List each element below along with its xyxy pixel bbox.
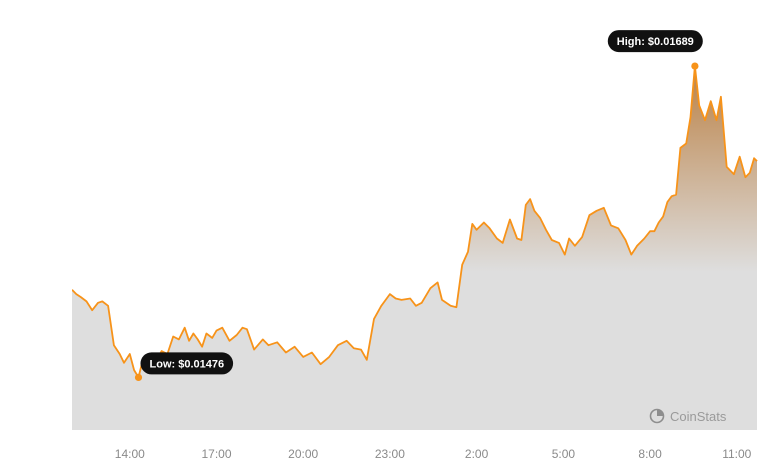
x-tick-label: 20:00 bbox=[288, 447, 318, 461]
price-line bbox=[72, 65, 758, 379]
plot-area bbox=[72, 65, 758, 430]
annotations: Low: $0.01476 High: $0.01689 bbox=[134, 30, 703, 381]
coinstats-watermark: CoinStats bbox=[649, 408, 727, 424]
coinstats-logo-icon bbox=[649, 408, 665, 424]
high-callout-label: High: $0.01689 bbox=[617, 36, 694, 48]
callout-bubble bbox=[140, 352, 234, 375]
high-callout: High: $0.01689 bbox=[607, 30, 703, 53]
x-tick-label: 2:00 bbox=[465, 447, 489, 461]
watermark-label: CoinStats bbox=[670, 409, 727, 424]
x-tick-label: 5:00 bbox=[552, 447, 576, 461]
price-area bbox=[72, 66, 757, 430]
x-tick-label: 8:00 bbox=[638, 447, 662, 461]
low-callout-label: Low: $0.01476 bbox=[150, 358, 225, 370]
callout-bubble bbox=[607, 30, 703, 53]
high-point-marker bbox=[691, 62, 699, 70]
low-callout: Low: $0.01476 bbox=[140, 352, 234, 375]
x-tick-label: 14:00 bbox=[115, 447, 145, 461]
x-tick-label: 17:00 bbox=[201, 447, 231, 461]
low-point-marker bbox=[134, 373, 143, 381]
x-tick-label: 11:00 bbox=[722, 447, 751, 461]
x-axis: 14:00 17:00 20:00 23:00 2:00 5:00 8:00 11:00 bbox=[115, 447, 752, 461]
x-tick-label: 23:00 bbox=[375, 447, 405, 461]
